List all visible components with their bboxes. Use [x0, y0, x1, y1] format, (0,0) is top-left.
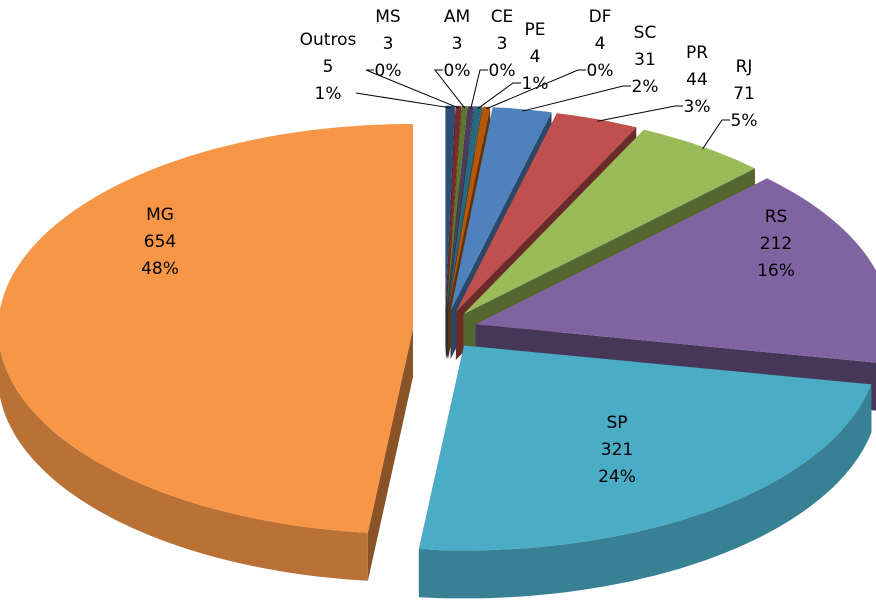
slice-label-value: 212: [760, 234, 792, 254]
slice-label-value: 4: [530, 47, 541, 67]
leader-line: [433, 69, 466, 109]
slice: [0, 124, 413, 533]
slice-side: [0, 348, 368, 581]
slice-label-value: 3: [383, 34, 394, 54]
leader-line: [597, 105, 683, 122]
slice-label-value: 3: [497, 34, 508, 54]
slice-label-percent: 5%: [731, 111, 758, 131]
slice-label-percent: 1%: [315, 84, 342, 104]
slice-label-value: 4: [595, 34, 606, 54]
slice: [448, 106, 491, 311]
leader-line: [365, 69, 459, 109]
leader-line: [470, 69, 488, 109]
slice-label-name: PE: [525, 20, 546, 40]
slice: [450, 107, 552, 312]
slice: [445, 105, 455, 311]
slice-label-value: 654: [144, 232, 176, 252]
slice-label-value: 31: [634, 50, 656, 70]
leader-line: [702, 119, 730, 150]
slice: [418, 345, 872, 551]
slice-label-percent: 0%: [375, 61, 402, 81]
slice-label-name: RS: [765, 207, 788, 227]
slice: [455, 113, 637, 312]
slice-label-percent: 1%: [522, 74, 549, 94]
slice: [446, 105, 462, 311]
slice: [463, 129, 755, 315]
slice-label-percent: 2%: [632, 77, 659, 97]
slice-label-value: 71: [733, 84, 755, 104]
slice-label-name: MG: [146, 205, 174, 225]
slice-label-value: 3: [452, 34, 463, 54]
leader-line: [477, 82, 521, 109]
slice-label-percent: 3%: [684, 97, 711, 117]
slice-label-percent: 16%: [757, 261, 795, 281]
leader-line: [486, 69, 586, 110]
slice-label-value: 5: [323, 57, 334, 77]
leader-line: [522, 85, 631, 112]
slice-label-percent: 24%: [598, 467, 636, 487]
slice-side: [418, 384, 872, 599]
slice-label-name: Outros: [300, 30, 357, 50]
slice-wall: [367, 329, 413, 581]
slice-label-name: AM: [444, 7, 470, 27]
slice-label-percent: 0%: [444, 61, 471, 81]
slice-label-name: CE: [491, 7, 514, 27]
slice: [475, 178, 876, 363]
slice-label-name: SC: [634, 23, 657, 43]
slice: [446, 106, 474, 311]
leader-line: [355, 92, 451, 109]
slice-label-name: PR: [686, 43, 708, 63]
slice-label-percent: 0%: [587, 61, 614, 81]
slice-label-percent: 0%: [489, 61, 516, 81]
slice-label-percent: 48%: [141, 259, 179, 279]
slice: [447, 106, 482, 311]
slice: [446, 106, 468, 311]
slice-label-value: 44: [686, 70, 708, 90]
slice-label-name: RJ: [736, 57, 753, 77]
slice-label-name: MS: [375, 7, 400, 27]
slice-label-value: 321: [601, 440, 633, 460]
slice-label-name: SP: [606, 413, 627, 433]
slice-label-name: DF: [589, 7, 612, 27]
